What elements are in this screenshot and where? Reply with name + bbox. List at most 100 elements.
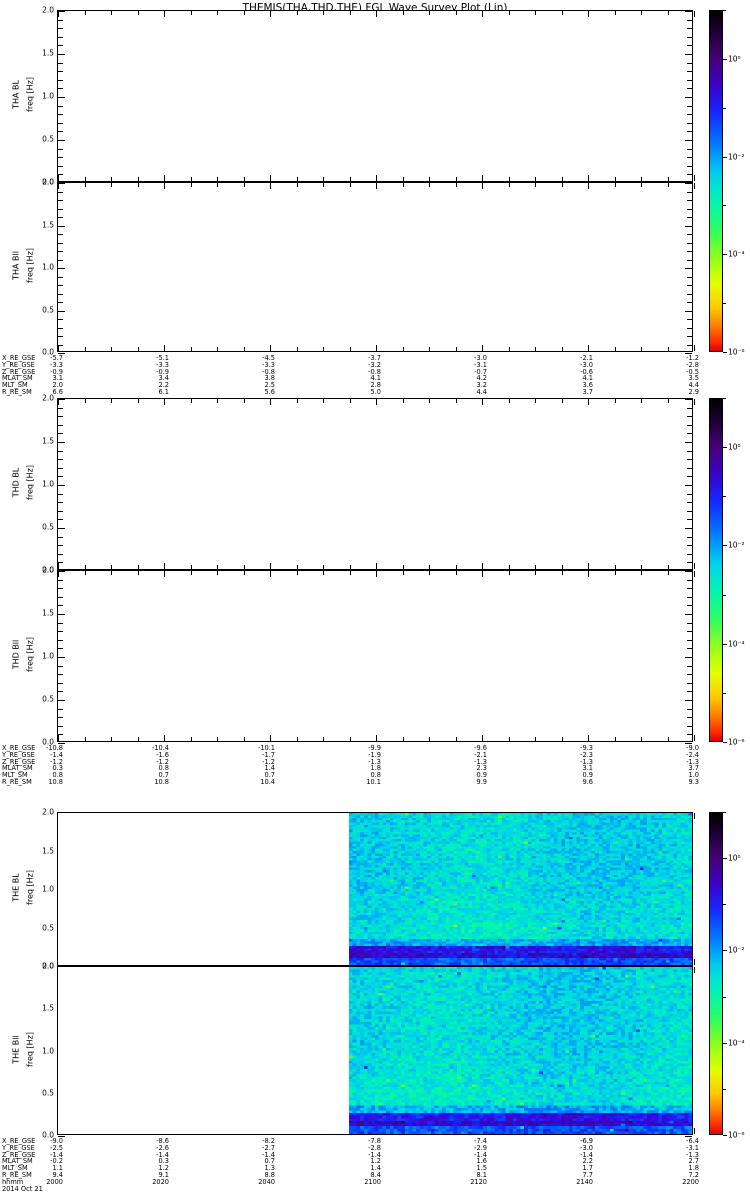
x-tick — [641, 571, 642, 575]
annotation-value: 3.4 — [158, 374, 170, 383]
colorbar-minor-tick — [723, 10, 726, 11]
x-tick — [455, 399, 457, 403]
x-tick — [323, 571, 324, 575]
colorbar-minor-tick — [723, 1042, 726, 1044]
colorbar-minor-tick — [723, 205, 726, 207]
y-tick — [58, 528, 65, 529]
x-tick — [455, 177, 457, 181]
annotation-value: 8.4 — [370, 1171, 382, 1179]
time-tick-label: 2020 — [152, 1177, 169, 1186]
x-tick — [190, 737, 192, 741]
annotation-value: -1.3 — [686, 757, 699, 766]
x-tick — [217, 11, 218, 15]
annotation-value: 3.8 — [264, 374, 276, 383]
annotation-value: 0.9 — [582, 771, 594, 780]
x-tick — [164, 175, 165, 181]
annotation-label-x_re_gse: X_RE_GSE — [2, 744, 36, 752]
x-tick — [111, 565, 112, 569]
x-tick — [243, 183, 245, 187]
annotation-value: -3.3 — [50, 360, 63, 369]
x-tick — [217, 177, 218, 181]
x-tick — [588, 563, 589, 569]
y-tick-label: 1.5 — [42, 48, 54, 58]
x-tick — [111, 177, 112, 181]
annotation-value: -1.4 — [368, 1150, 381, 1159]
y-tick — [687, 62, 692, 64]
colorbar-minor-tick — [723, 594, 726, 596]
y-tick — [58, 259, 63, 261]
y-tick-label: 0.0 — [42, 1130, 54, 1140]
spectrogram-the-bll — [58, 967, 692, 1134]
y-tick — [687, 717, 692, 719]
x-tick — [561, 177, 563, 181]
x-tick — [429, 571, 430, 575]
x-tick — [58, 399, 59, 405]
annotation-value: 2.7 — [688, 1157, 700, 1166]
annotation-value: 3.7 — [582, 388, 594, 396]
x-tick — [349, 565, 351, 569]
plot-frame-tha-bll — [57, 182, 695, 354]
x-tick — [58, 571, 59, 577]
x-tick — [455, 571, 457, 575]
annotation-value: -1.4 — [262, 1150, 275, 1159]
y-tick — [687, 336, 692, 337]
x-tick — [270, 571, 271, 577]
y-tick — [687, 122, 692, 124]
y-tick — [58, 459, 63, 461]
annotation-value: -1.3 — [686, 1150, 699, 1159]
x-tick — [641, 11, 642, 15]
annotation-value: -0.7 — [474, 367, 487, 376]
y-tick-label: 0.5 — [42, 694, 54, 704]
x-tick — [561, 565, 563, 569]
freq-axis-label: freq [Hz] — [25, 465, 35, 500]
y-tick — [58, 45, 63, 47]
x-tick — [667, 183, 669, 187]
annotation-label-mlat_sm: MLAT_SM — [2, 764, 33, 773]
annotation-label-z_re_gse: Z_RE_GSE — [2, 1150, 36, 1159]
x-tick — [588, 399, 589, 405]
annotation-value: 7.2 — [688, 1171, 700, 1179]
y-tick — [687, 45, 692, 47]
colorbar-tick-label: 10⁻⁶ — [728, 347, 745, 357]
x-tick — [137, 183, 139, 187]
y-tick — [685, 140, 692, 141]
y-tick — [58, 476, 63, 478]
annotation-value: 0.9 — [476, 771, 488, 780]
colorbar-minor-tick — [723, 156, 726, 158]
colorbar-gradient — [710, 813, 722, 1134]
annotation-block-tha: X_RE_GSE -5.7 -5.1 -4.5 -3.7 -3.0 -2.1 -1.2 Y_RE… — [0, 355, 750, 399]
y-tick — [58, 208, 63, 210]
y-tick — [58, 165, 63, 167]
y-tick — [58, 519, 63, 521]
y-tick — [58, 665, 63, 667]
y-tick — [685, 528, 692, 529]
y-tick — [687, 319, 692, 320]
x-tick — [190, 347, 192, 351]
y-tick — [58, 399, 65, 400]
colorbar-minor-tick — [723, 496, 726, 498]
annotation-value: -0.9 — [156, 367, 169, 376]
y-tick — [58, 285, 63, 286]
y-tick — [58, 353, 65, 354]
x-tick — [667, 565, 669, 569]
time-tick-label: 2000 — [46, 1177, 63, 1186]
annotation-value: 9.9 — [476, 778, 488, 786]
y-tick — [685, 268, 692, 269]
y-tick — [687, 79, 692, 81]
x-tick — [402, 737, 404, 741]
x-tick — [84, 177, 86, 181]
y-tick — [687, 639, 692, 641]
annotation-value: 3.7 — [688, 764, 700, 773]
x-tick — [323, 347, 324, 351]
y-tick — [58, 596, 63, 598]
x-tick — [508, 347, 510, 351]
y-tick — [687, 234, 692, 235]
annotation-label-z_re_gse: Z_RE_GSE — [2, 367, 36, 376]
annotation-value: -3.0 — [580, 1143, 593, 1152]
x-tick — [535, 565, 536, 569]
y-tick — [687, 148, 692, 150]
y-tick — [687, 416, 692, 418]
y-tick — [687, 459, 692, 461]
x-tick — [561, 183, 563, 187]
